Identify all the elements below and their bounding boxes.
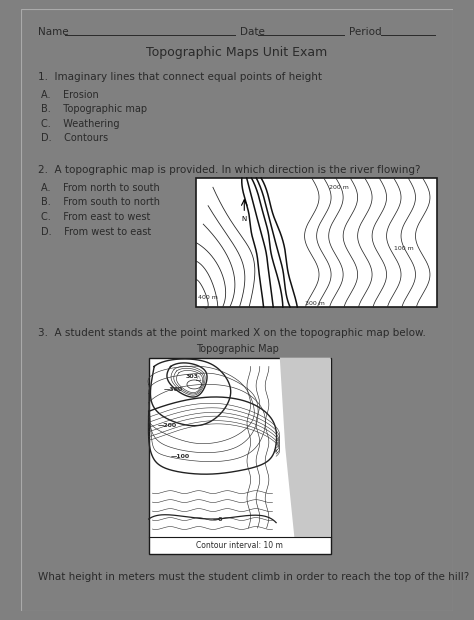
Text: A.    Erosion: A. Erosion: [41, 90, 99, 100]
Bar: [149, 358, 331, 554]
Text: 300 m: 300 m: [305, 301, 324, 306]
Text: 1.  Imaginary lines that connect equal points of height: 1. Imaginary lines that connect equal po…: [38, 73, 322, 82]
Text: Date: Date: [240, 27, 264, 37]
Text: Topographic Map: Topographic Map: [196, 344, 278, 354]
Polygon shape: [280, 358, 331, 537]
Bar: [196, 178, 437, 307]
Text: What height in meters must the student climb in order to reach the top of the hi: What height in meters must the student c…: [38, 572, 469, 582]
Text: Contour interval: 10 m: Contour interval: 10 m: [196, 541, 283, 550]
Text: 2.  A topographic map is provided. In which direction is the river flowing?: 2. A topographic map is provided. In whi…: [38, 166, 420, 175]
Text: 303: 303: [185, 374, 198, 379]
Text: Period: Period: [349, 27, 382, 37]
Text: D.    Contours: D. Contours: [41, 133, 109, 143]
Text: Topographic Maps Unit Exam: Topographic Maps Unit Exam: [146, 46, 328, 59]
Text: —100: —100: [171, 454, 190, 459]
Text: —0: —0: [212, 516, 223, 521]
Text: —300: —300: [163, 388, 182, 392]
Text: C.    From east to west: C. From east to west: [41, 212, 151, 222]
Text: B.    Topographic map: B. Topographic map: [41, 104, 147, 114]
Text: x: x: [274, 448, 278, 454]
Text: 3.  A student stands at the point marked X on the topographic map below.: 3. A student stands at the point marked …: [38, 329, 426, 339]
Text: 400 m: 400 m: [199, 295, 219, 300]
Text: 200 m: 200 m: [328, 185, 348, 190]
Text: △: △: [196, 374, 201, 381]
Text: D.    From west to east: D. From west to east: [41, 226, 152, 237]
Text: A.    From north to south: A. From north to south: [41, 183, 160, 193]
Text: B.    From south to north: B. From south to north: [41, 198, 160, 208]
Text: N: N: [242, 216, 247, 222]
Text: —200: —200: [158, 423, 177, 428]
Text: Name: Name: [38, 27, 68, 37]
Text: 100 m: 100 m: [394, 246, 413, 250]
Text: C.    Weathering: C. Weathering: [41, 119, 120, 129]
